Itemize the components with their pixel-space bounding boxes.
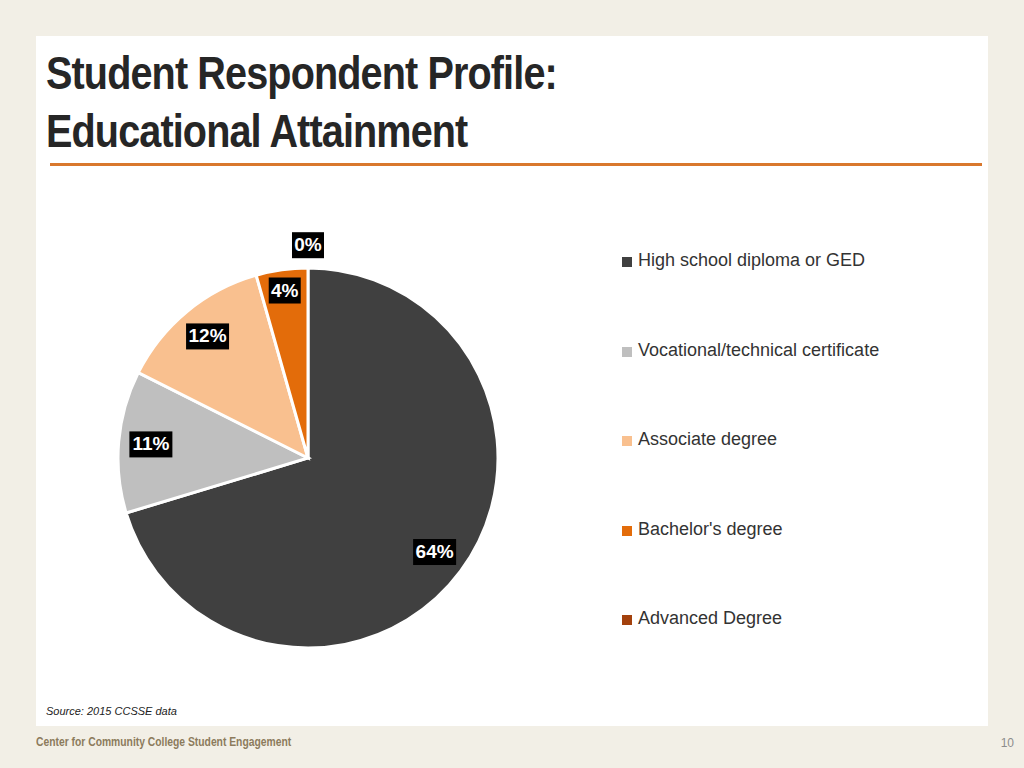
html-text:Student Respondent Profile: Ed: Student Respondent Profile: Educational … bbox=[46, 47, 557, 157]
html-text:Vocational/technical certifica: Vocational/technical certificate bbox=[638, 339, 880, 360]
html-text:Associate degree: Associate degree bbox=[638, 429, 778, 449]
svg-text:4%: 4% bbox=[271, 280, 299, 301]
svg-text:64%: 64% bbox=[416, 541, 454, 562]
html-text:Source: 2015 CCSSE data: Source: 2015 CCSSE data bbox=[46, 705, 177, 717]
html-text:Advanced Degree: Advanced Degree bbox=[638, 608, 783, 628]
html-text:High school diploma or GED: High school diploma or GED bbox=[638, 250, 866, 270]
svg-text:12%: 12% bbox=[189, 325, 227, 346]
html-text:Center for Community College S: Center for Community College Student Eng… bbox=[36, 735, 292, 749]
svg-text:11%: 11% bbox=[132, 433, 169, 454]
html-text:10: 10 bbox=[1000, 736, 1014, 750]
svg-text:0%: 0% bbox=[294, 234, 322, 255]
html-text:Bachelor's degree: Bachelor's degree bbox=[638, 518, 783, 539]
